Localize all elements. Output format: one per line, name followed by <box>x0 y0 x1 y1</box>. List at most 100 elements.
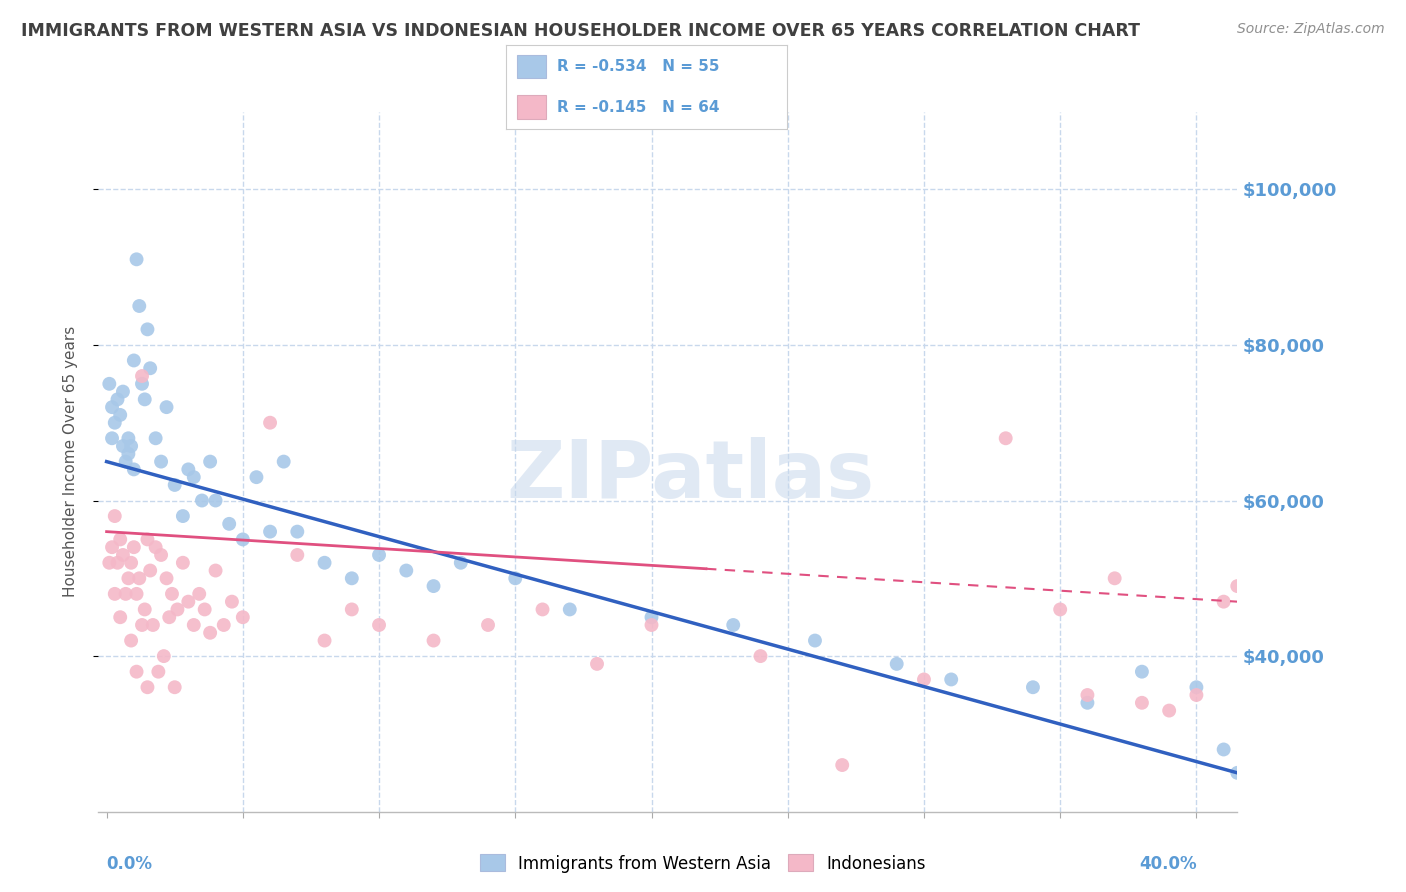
Point <box>120 556 142 570</box>
Point <box>111 548 134 562</box>
Point <box>232 533 254 547</box>
Bar <box>517 54 546 78</box>
Point <box>1076 688 1098 702</box>
Point <box>191 493 214 508</box>
Point <box>163 680 186 694</box>
Point <box>531 602 554 616</box>
Point <box>204 564 226 578</box>
Point <box>153 649 176 664</box>
Point <box>98 556 121 570</box>
Point <box>422 633 444 648</box>
Point <box>204 493 226 508</box>
Point <box>640 610 662 624</box>
Point <box>120 439 142 453</box>
Point <box>1185 688 1208 702</box>
Point <box>245 470 267 484</box>
Point <box>1049 602 1071 616</box>
Point <box>101 431 124 445</box>
Point <box>422 579 444 593</box>
Point <box>136 322 159 336</box>
Point <box>1226 765 1249 780</box>
Point <box>558 602 581 616</box>
Point <box>1212 742 1234 756</box>
Point <box>114 455 136 469</box>
Point <box>128 299 150 313</box>
Point <box>125 252 148 267</box>
Point <box>177 462 200 476</box>
Point <box>150 455 173 469</box>
Legend: Immigrants from Western Asia, Indonesians: Immigrants from Western Asia, Indonesian… <box>474 847 932 880</box>
Point <box>285 524 308 539</box>
Point <box>886 657 908 671</box>
Point <box>134 392 156 407</box>
Point <box>145 540 167 554</box>
Point <box>994 431 1017 445</box>
Point <box>157 610 180 624</box>
Point <box>314 633 336 648</box>
Point <box>586 657 609 671</box>
Point <box>503 571 526 585</box>
Point <box>314 556 336 570</box>
Text: IMMIGRANTS FROM WESTERN ASIA VS INDONESIAN HOUSEHOLDER INCOME OVER 65 YEARS CORR: IMMIGRANTS FROM WESTERN ASIA VS INDONESI… <box>21 22 1140 40</box>
Point <box>148 665 170 679</box>
Point <box>259 416 281 430</box>
Point <box>145 431 167 445</box>
Bar <box>517 95 546 120</box>
Point <box>221 594 243 608</box>
Point <box>804 633 827 648</box>
Point <box>110 610 132 624</box>
Text: R = -0.534   N = 55: R = -0.534 N = 55 <box>557 59 720 74</box>
Point <box>111 439 134 453</box>
Point <box>1130 665 1153 679</box>
Y-axis label: Householder Income Over 65 years: Householder Income Over 65 years <box>63 326 77 598</box>
Point <box>160 587 183 601</box>
Point <box>1022 680 1045 694</box>
Point <box>98 376 121 391</box>
Point <box>912 673 935 687</box>
Point <box>122 462 145 476</box>
Point <box>1104 571 1126 585</box>
Point <box>139 564 162 578</box>
Point <box>163 478 186 492</box>
Point <box>340 571 363 585</box>
Point <box>368 618 391 632</box>
Point <box>131 618 153 632</box>
Point <box>1130 696 1153 710</box>
Point <box>749 649 772 664</box>
Point <box>183 618 205 632</box>
Point <box>198 625 221 640</box>
Point <box>114 587 136 601</box>
Point <box>155 571 177 585</box>
Point <box>1159 704 1181 718</box>
Point <box>117 447 139 461</box>
Text: Source: ZipAtlas.com: Source: ZipAtlas.com <box>1237 22 1385 37</box>
Point <box>941 673 963 687</box>
Point <box>259 524 281 539</box>
Point <box>104 587 127 601</box>
Text: R = -0.145   N = 64: R = -0.145 N = 64 <box>557 100 720 115</box>
Point <box>134 602 156 616</box>
Point <box>131 376 153 391</box>
Point <box>120 633 142 648</box>
Point <box>104 509 127 524</box>
Point <box>831 758 853 772</box>
Point <box>128 571 150 585</box>
Point <box>117 431 139 445</box>
Point <box>188 587 211 601</box>
Point <box>1226 579 1249 593</box>
Point <box>194 602 217 616</box>
Point <box>172 556 194 570</box>
Point <box>155 400 177 414</box>
Point <box>104 416 127 430</box>
Point <box>177 594 200 608</box>
Point <box>232 610 254 624</box>
Point <box>640 618 662 632</box>
Point <box>136 533 159 547</box>
Point <box>131 369 153 384</box>
Point <box>1185 680 1208 694</box>
Point <box>107 556 129 570</box>
Point <box>183 470 205 484</box>
Point <box>111 384 134 399</box>
Text: 40.0%: 40.0% <box>1139 855 1197 872</box>
Point <box>172 509 194 524</box>
